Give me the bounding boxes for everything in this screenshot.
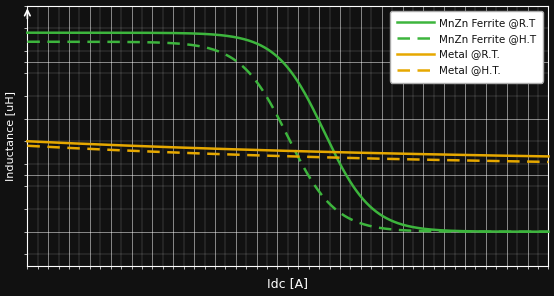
MnZn Ferrite @H.T (56, 40, 63, 44)
X-axis label: Idc [A]: Idc [A] (268, 277, 309, 290)
MnZn Ferrite @R.T (356, 193, 363, 197)
MnZn Ferrite @R.T (419, 227, 426, 230)
Metal @H.T. (56, 146, 63, 149)
Metal @R.T. (340, 151, 347, 154)
Metal @R.T. (327, 150, 334, 154)
Metal @H.T. (327, 156, 334, 159)
Metal @R.T. (56, 141, 63, 144)
Y-axis label: Inductance [uH]: Inductance [uH] (6, 91, 16, 181)
MnZn Ferrite @R.T (56, 31, 63, 34)
MnZn Ferrite @R.T (473, 230, 479, 233)
MnZn Ferrite @H.T (340, 213, 347, 217)
Metal @R.T. (419, 152, 426, 156)
MnZn Ferrite @H.T (473, 230, 479, 234)
Metal @R.T. (545, 155, 552, 158)
MnZn Ferrite @H.T (327, 202, 334, 206)
Metal @R.T. (24, 139, 30, 143)
Metal @H.T. (340, 156, 347, 160)
Line: Metal @R.T.: Metal @R.T. (27, 141, 548, 156)
MnZn Ferrite @H.T (356, 221, 363, 225)
MnZn Ferrite @R.T (24, 31, 30, 34)
MnZn Ferrite @H.T (24, 40, 30, 44)
Metal @H.T. (419, 158, 426, 161)
MnZn Ferrite @H.T (545, 230, 552, 234)
Line: MnZn Ferrite @H.T: MnZn Ferrite @H.T (27, 42, 548, 232)
Metal @R.T. (356, 151, 363, 155)
MnZn Ferrite @R.T (340, 169, 347, 172)
MnZn Ferrite @H.T (419, 229, 426, 233)
Metal @H.T. (356, 156, 363, 160)
Line: Metal @H.T.: Metal @H.T. (27, 146, 548, 162)
MnZn Ferrite @R.T (545, 230, 552, 234)
Metal @R.T. (473, 153, 479, 157)
Line: MnZn Ferrite @R.T: MnZn Ferrite @R.T (27, 33, 548, 232)
MnZn Ferrite @R.T (327, 142, 334, 146)
Legend: MnZn Ferrite @R.T, MnZn Ferrite @H.T, Metal @R.T., Metal @H.T.: MnZn Ferrite @R.T, MnZn Ferrite @H.T, Me… (390, 11, 543, 83)
Metal @H.T. (24, 144, 30, 147)
Metal @H.T. (473, 159, 479, 163)
Metal @H.T. (545, 160, 552, 164)
